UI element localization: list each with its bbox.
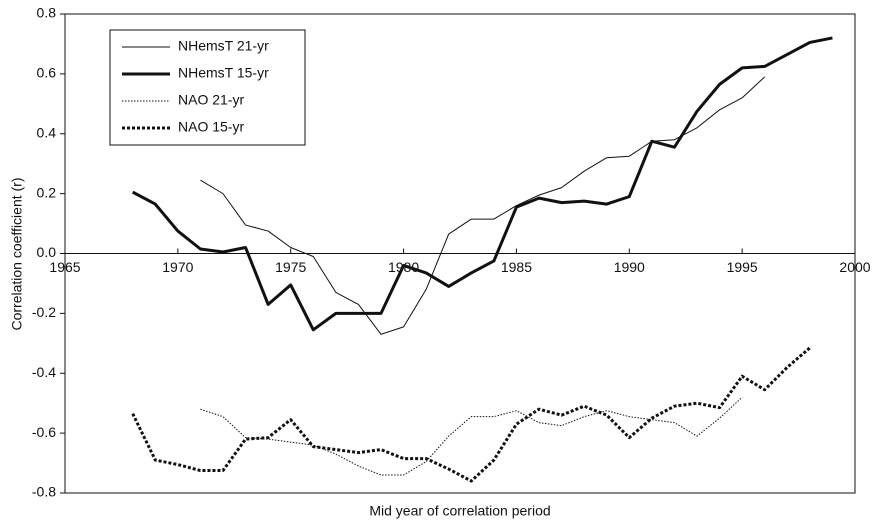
- y-tick-label: -0.4: [32, 364, 56, 380]
- y-tick-label: 0.6: [37, 65, 57, 81]
- y-tick-label: -0.2: [32, 304, 56, 320]
- x-tick-label: 1995: [727, 259, 758, 275]
- y-tick-label: -0.6: [32, 424, 56, 440]
- x-axis-label: Mid year of correlation period: [369, 503, 550, 519]
- legend-label: NHemsT 21-yr: [178, 38, 269, 54]
- y-tick-label: 0.4: [37, 124, 57, 140]
- x-tick-label: 1975: [275, 259, 306, 275]
- y-tick-label: -0.8: [32, 484, 56, 500]
- y-tick-label: 0.0: [37, 244, 57, 260]
- series-line: [200, 76, 766, 335]
- y-tick-label: 0.2: [37, 184, 57, 200]
- series-line: [200, 396, 743, 476]
- series-line: [132, 36, 833, 332]
- x-tick-label: 1965: [49, 259, 80, 275]
- x-tick-label: 1985: [501, 259, 532, 275]
- legend-label: NAO 15-yr: [178, 119, 244, 135]
- legend-label: NAO 21-yr: [178, 92, 244, 108]
- x-tick-label: 1990: [614, 259, 645, 275]
- x-tick-label: 2000: [839, 259, 870, 275]
- series-line: [131, 346, 811, 483]
- y-tick-label: 0.8: [37, 5, 57, 21]
- x-tick-label: 1970: [162, 259, 193, 275]
- legend-box: [109, 29, 306, 146]
- y-axis-label: Correlation coefficient (r): [9, 177, 25, 330]
- legend-label: NHemsT 15-yr: [178, 65, 269, 81]
